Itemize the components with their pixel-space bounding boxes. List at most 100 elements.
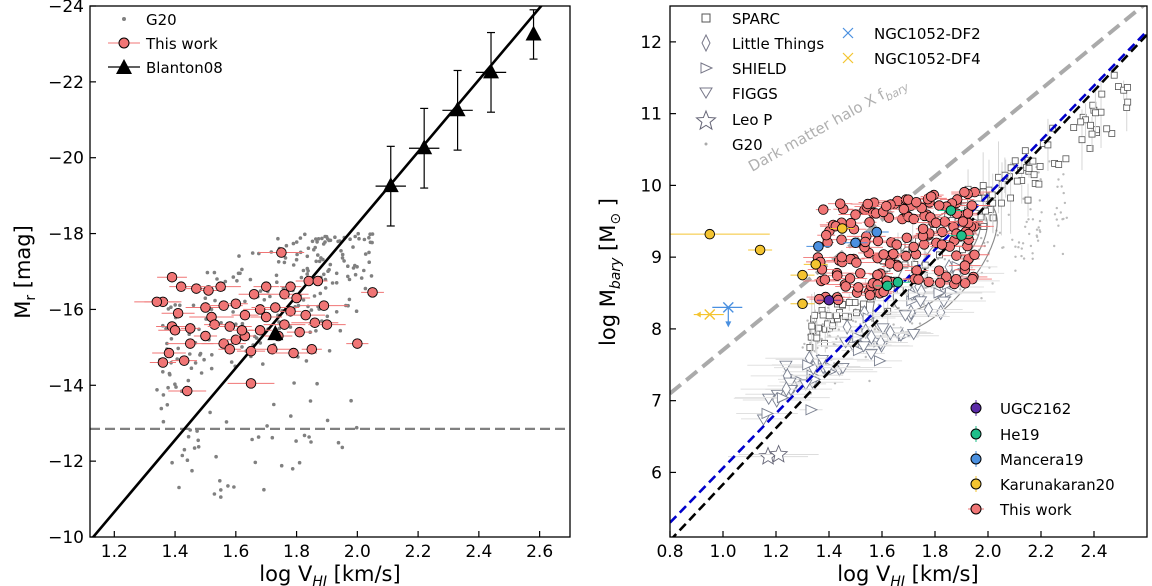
g20-point	[189, 366, 194, 371]
this-work-point	[840, 281, 851, 292]
figgs-point	[761, 393, 776, 406]
g20-point	[367, 235, 371, 240]
g20-point	[226, 484, 230, 488]
g20-point	[1029, 244, 1033, 248]
sparc-point	[1044, 141, 1052, 149]
g20-point	[991, 282, 994, 285]
shield-point	[908, 288, 921, 301]
right-legend-bottom: UGC2162 He19 Mancera19 Karunakaran20 Thi…	[968, 400, 1115, 519]
g20-point	[174, 385, 178, 389]
right-x-tick-label: 0.8	[656, 542, 683, 562]
this-work-point	[321, 319, 333, 330]
this-work-point	[260, 281, 272, 292]
left-chart: 1.2 1.4 1.6 1.8 2.0 2.2 2.4 2.6 −10 −12 −14 −16 −18 −…	[11, 0, 571, 586]
right-x-tick-label: 1.0	[709, 542, 736, 562]
g20-point	[279, 463, 284, 468]
g20-point	[340, 252, 345, 257]
g20-point	[302, 433, 307, 438]
g20-point	[353, 234, 358, 239]
sparc-point	[813, 334, 821, 342]
this-work-point	[926, 191, 937, 202]
g20-point	[291, 263, 296, 267]
g20-point	[1065, 216, 1069, 219]
g20-point	[305, 272, 310, 276]
g20-point	[334, 271, 339, 276]
g20-point	[363, 286, 368, 291]
this-work-point	[818, 204, 829, 215]
g20-point	[1031, 252, 1034, 255]
this-work-point	[860, 236, 871, 248]
legend-marker-little-things	[701, 33, 711, 53]
g20-point	[1057, 178, 1060, 181]
g20-point	[169, 337, 174, 341]
g20-point	[243, 299, 247, 304]
g20-point	[330, 281, 335, 285]
right-x-axis-label: log VHI [km/s]	[837, 562, 978, 586]
ngc1052-df4-point	[704, 309, 716, 321]
this-work-point	[850, 209, 861, 220]
g20-point	[198, 353, 202, 357]
right-chart: Dark matter halo X fbary 0.8 1.0 1.2 1.4 1.6…	[596, 5, 1148, 586]
g20-point	[301, 298, 306, 302]
this-work-point	[836, 234, 847, 245]
g20-point	[362, 237, 367, 242]
g20-point	[353, 272, 358, 277]
g20-point	[213, 298, 217, 303]
g20-point	[1059, 211, 1063, 214]
g20-point	[1014, 255, 1017, 258]
legend-marker-he19	[970, 428, 982, 440]
little-things-point	[885, 324, 895, 341]
g20-point	[996, 234, 999, 237]
karunakaran20-point	[704, 228, 716, 240]
sparc-point	[988, 191, 996, 199]
g20-point	[232, 485, 236, 489]
this-work-point	[913, 274, 924, 285]
g20-point	[310, 239, 315, 244]
g20-point	[303, 232, 307, 237]
g20-point	[250, 251, 255, 255]
this-work-point	[853, 282, 864, 293]
this-work-point	[836, 252, 848, 263]
legend-label-mancera19: Mancera19	[1000, 451, 1084, 469]
blanton08-point	[483, 63, 500, 79]
g20-point	[354, 425, 359, 430]
g20-point	[820, 337, 823, 341]
this-work-point	[224, 344, 235, 355]
g20-point	[317, 259, 322, 264]
g20-point	[1023, 225, 1027, 228]
g20-point	[318, 291, 323, 296]
this-work-point	[254, 304, 266, 315]
this-work-point	[900, 250, 912, 262]
g20-point	[334, 310, 339, 314]
g20-point	[176, 346, 180, 351]
g20-point	[219, 495, 223, 499]
left-y-tick-label: −22	[48, 73, 84, 93]
g20-point	[186, 434, 191, 439]
figgs-point	[799, 379, 813, 391]
this-work-point	[200, 302, 211, 313]
g20-point	[833, 362, 836, 365]
this-work-point	[178, 355, 190, 366]
legend-marker-ugc2162	[970, 402, 982, 414]
this-work-point	[300, 309, 311, 321]
legend-label-leo-p: Leo P	[732, 111, 772, 129]
g20-point	[291, 241, 296, 246]
g20-point	[986, 259, 989, 263]
g20-point	[1027, 218, 1030, 221]
g20-point	[1063, 201, 1067, 205]
g20-point	[234, 322, 238, 327]
g20-point	[235, 279, 239, 283]
this-work-point	[312, 275, 324, 287]
sparc-point	[1011, 157, 1019, 165]
g20-point	[299, 275, 304, 280]
right-x-tick-label: 1.4	[815, 542, 842, 562]
g20-point	[210, 353, 214, 357]
this-work-point	[872, 235, 884, 247]
this-work-point	[821, 229, 832, 241]
g20-point	[327, 238, 331, 243]
g20-point	[339, 249, 343, 253]
g20-point	[262, 487, 266, 492]
left-y-axis-label: Mr [mag]	[11, 225, 39, 319]
figgs-point	[898, 310, 913, 322]
sparc-point	[979, 182, 987, 189]
